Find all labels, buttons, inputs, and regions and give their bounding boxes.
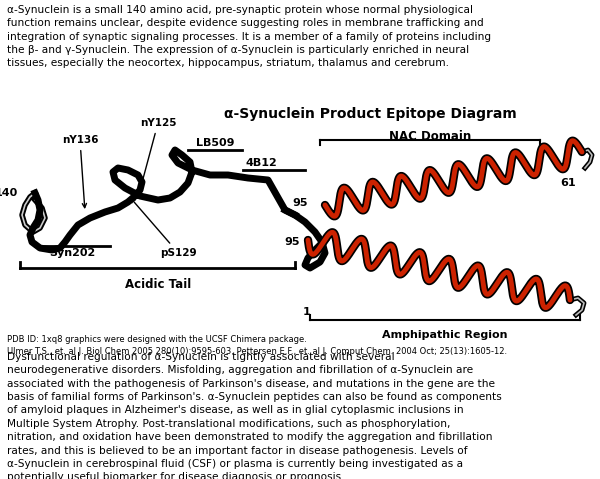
- Text: 61: 61: [560, 178, 575, 188]
- Text: nY125: nY125: [140, 118, 176, 186]
- Text: 95: 95: [284, 237, 300, 247]
- Text: α-Synuclein is a small 140 amino acid, pre-synaptic protein whose normal physiol: α-Synuclein is a small 140 amino acid, p…: [7, 5, 491, 68]
- Text: 140: 140: [0, 188, 18, 198]
- Text: NAC Domain: NAC Domain: [389, 130, 471, 143]
- Text: LB509: LB509: [196, 138, 234, 148]
- Text: pS129: pS129: [131, 198, 197, 258]
- Text: Dysfunctional regulation of α-Synuclein is tightly associated with several
neuro: Dysfunctional regulation of α-Synuclein …: [7, 352, 502, 479]
- Text: 1: 1: [302, 307, 310, 317]
- Text: 4B12: 4B12: [245, 158, 277, 168]
- Text: nY136: nY136: [62, 135, 98, 208]
- Text: α-Synuclein Product Epitope Diagram: α-Synuclein Product Epitope Diagram: [224, 107, 517, 121]
- Text: Syn202: Syn202: [49, 248, 95, 258]
- Text: 95: 95: [293, 198, 308, 208]
- Text: Amphipathic Region: Amphipathic Region: [382, 330, 508, 340]
- Text: Acidic Tail: Acidic Tail: [125, 278, 191, 291]
- Text: PDB ID: 1xq8 graphics were designed with the UCSF Chimera package.
Ulmer T.S., e: PDB ID: 1xq8 graphics were designed with…: [7, 335, 507, 356]
